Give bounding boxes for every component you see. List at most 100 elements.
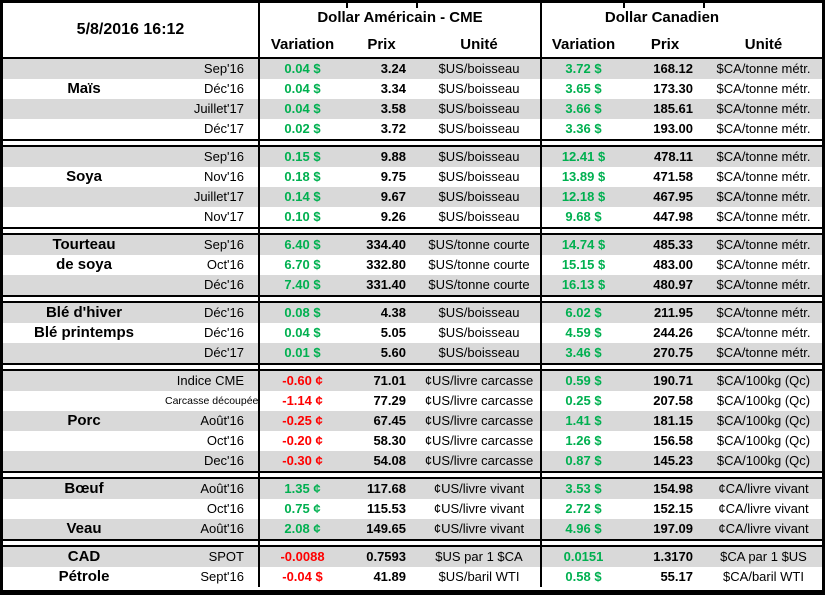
ca-price-value: 185.61 xyxy=(625,99,705,119)
contract-month: Déc'17 xyxy=(165,343,258,363)
ca-variation-value: 3.72 $ xyxy=(540,59,625,79)
contract-month: Déc'16 xyxy=(203,325,244,340)
us-unit-label: $US/boisseau xyxy=(418,187,540,207)
us-unit-label: $US/boisseau xyxy=(438,209,520,224)
us-price-value: 5.05 xyxy=(380,325,406,340)
ca-variation-value: 1.41 $ xyxy=(540,411,625,431)
ca-variation-value: 6.02 $ xyxy=(540,303,625,323)
ca-unit-label: $CA/tonne métr. xyxy=(705,343,822,363)
ca-unit-label: ¢CA/livre vivant xyxy=(705,479,822,499)
us-price-value: 332.80 xyxy=(366,257,406,272)
grid-tick xyxy=(703,3,705,8)
ca-variation-value: 0.0151 xyxy=(540,547,625,567)
contract-month: Nov'16 xyxy=(203,169,244,184)
ca-variation-value: 3.65 $ xyxy=(540,79,625,99)
section-separator xyxy=(258,227,540,235)
us-variation-value: -0.30 ¢ xyxy=(258,451,345,471)
category-label xyxy=(3,207,165,227)
category-label: Blé d'hiver xyxy=(3,303,165,323)
category-label xyxy=(3,431,165,451)
us-price-value: 0.7593 xyxy=(345,547,418,567)
contract-month: Juillet'17 xyxy=(165,187,258,207)
us-unit-label: $US/tonne courte xyxy=(418,235,540,255)
section-separator xyxy=(540,227,822,235)
contract-month: Oct'16 xyxy=(206,501,244,516)
us-price-value: 77.29 xyxy=(373,393,406,408)
us-variation-value: -0.0088 xyxy=(258,547,345,567)
category-label: Blé printemps xyxy=(33,324,135,341)
us-unit-label: ¢US/livre carcasse xyxy=(418,451,540,471)
section-separator xyxy=(3,363,258,371)
ca-price-value: 190.71 xyxy=(625,371,705,391)
ca-variation-value: 4.59 $ xyxy=(540,323,625,343)
section-separator xyxy=(3,539,258,547)
section-separator xyxy=(258,139,540,147)
ca-unit-label: $CA/tonne métr. xyxy=(705,99,822,119)
us-variation-value: -0.20 ¢ xyxy=(258,431,345,451)
contract-month: SPOT xyxy=(165,547,258,567)
ca-price-value: 1.3170 xyxy=(625,547,705,567)
ca-price-value: 485.33 xyxy=(625,235,705,255)
grid-tick xyxy=(623,3,625,8)
ca-unit-label: $CA/tonne métr. xyxy=(705,147,822,167)
ca-unit-label: $CA/tonne métr. xyxy=(716,81,811,96)
us-price-value: 9.67 xyxy=(345,187,418,207)
section-separator xyxy=(540,139,822,147)
us-price-value: 117.68 xyxy=(345,479,418,499)
contract-month: Sept'16 xyxy=(200,569,244,584)
category-label xyxy=(3,499,165,519)
us-price-value: 334.40 xyxy=(345,235,418,255)
us-prix-header: Prix xyxy=(345,32,418,59)
us-unit-label: $US/boisseau xyxy=(438,325,520,340)
ca-variation-value: 0.87 $ xyxy=(540,451,625,471)
us-variation-value: 1.35 ¢ xyxy=(258,479,345,499)
category-label: Veau xyxy=(3,519,165,539)
contract-month: Déc'16 xyxy=(165,303,258,323)
section-separator xyxy=(258,363,540,371)
contract-month: Dec'16 xyxy=(165,451,258,471)
us-variation-value: 0.02 $ xyxy=(258,119,345,139)
us-variation-value: 0.04 $ xyxy=(258,99,345,119)
ca-variation-value: 3.53 $ xyxy=(540,479,625,499)
section-separator xyxy=(3,295,258,303)
contract-month: Carcasse découpée xyxy=(165,395,258,407)
us-price-value: 9.75 xyxy=(380,169,406,184)
ca-variation-value: 12.41 $ xyxy=(540,147,625,167)
ca-price-value: 55.17 xyxy=(660,569,693,584)
us-variation-value: 0.01 $ xyxy=(258,343,345,363)
us-price-value: 3.34 xyxy=(380,81,406,96)
ca-variation-header: Variation xyxy=(540,32,625,59)
category-label: Pétrole xyxy=(58,568,110,585)
contract-month: Oct'16 xyxy=(206,433,244,448)
ca-unit-label: $CA/tonne métr. xyxy=(705,303,822,323)
us-price-value: 67.45 xyxy=(345,411,418,431)
ca-price-value: 168.12 xyxy=(625,59,705,79)
us-unit-label: ¢US/livre carcasse xyxy=(418,411,540,431)
ca-price-value: 480.97 xyxy=(625,275,705,295)
us-price-value: 9.26 xyxy=(380,209,406,224)
us-variation-value: 0.18 $ xyxy=(258,167,345,187)
us-price-value: 5.60 xyxy=(345,343,418,363)
section-separator xyxy=(540,471,822,479)
ca-unit-label: $CA/tonne métr. xyxy=(716,257,811,272)
ca-price-value: 173.30 xyxy=(653,81,693,96)
ca-price-value: 207.58 xyxy=(653,393,693,408)
ca-variation-value: 13.89 $ xyxy=(540,167,625,187)
us-variation-value: 0.04 $ xyxy=(258,79,345,99)
ca-unit-label: ¢CA/livre vivant xyxy=(718,501,809,516)
ca-unit-label: $CA/baril WTI xyxy=(723,569,804,584)
us-price-value: 54.08 xyxy=(345,451,418,471)
us-variation-value: 7.40 $ xyxy=(258,275,345,295)
category-label: Soya xyxy=(66,168,102,185)
ca-variation-value: 3.46 $ xyxy=(540,343,625,363)
section-separator xyxy=(258,539,540,547)
category-label: Bœuf xyxy=(3,479,165,499)
us-variation-value: -1.14 ¢ xyxy=(258,391,345,411)
category-label xyxy=(3,343,165,363)
section-separator xyxy=(3,471,258,479)
ca-price-value: 181.15 xyxy=(625,411,705,431)
ca-unit-label: $CA/100kg (Qc) xyxy=(705,371,822,391)
contract-month: Déc'17 xyxy=(203,121,244,136)
us-unit-label: $US/boisseau xyxy=(418,147,540,167)
